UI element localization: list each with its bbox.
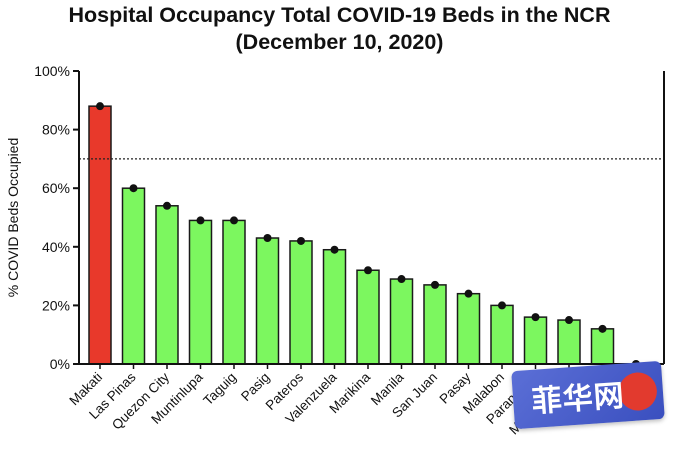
bar-san-juan	[423, 284, 447, 365]
bar-valenzuela	[322, 248, 347, 365]
data-point	[364, 266, 372, 275]
x-tick-label: Taguig	[200, 370, 239, 409]
data-point	[196, 216, 205, 225]
bar-makati	[88, 105, 112, 365]
data-point	[464, 289, 473, 298]
data-point	[565, 316, 573, 325]
data-point	[297, 236, 305, 245]
bar-muntinlupa	[188, 219, 213, 365]
bar-quezon-city	[155, 205, 179, 365]
y-ticks-group: 0% 20% 40% 60% 80% 100%	[34, 63, 79, 372]
data-point	[263, 234, 272, 243]
bar-taguig	[222, 219, 246, 365]
data-point	[498, 301, 506, 310]
bar-pasay	[456, 292, 481, 365]
y-tick-label: 40%	[42, 239, 70, 255]
data-point	[330, 245, 339, 254]
bar-marikina	[356, 269, 380, 365]
bar-pasig	[255, 237, 280, 365]
y-tick-label: 0%	[50, 356, 70, 372]
bar-las-pinas	[121, 187, 146, 365]
y-tick-label: 100%	[34, 63, 70, 79]
bars-group	[88, 105, 615, 365]
data-point	[397, 275, 406, 284]
bar-caloocan	[590, 328, 615, 365]
data-point	[531, 313, 540, 322]
points-group	[96, 102, 640, 368]
y-tick-label: 80%	[42, 122, 70, 138]
bar-paranaque	[523, 316, 548, 365]
bar-manila	[389, 278, 414, 365]
data-point	[129, 184, 138, 193]
data-point	[431, 280, 439, 289]
data-point	[163, 201, 171, 210]
chart-title: Hospital Occupancy Total COVID-19 Beds i…	[68, 3, 611, 54]
y-axis-label: % COVID Beds Occupied	[5, 138, 21, 298]
watermark-badge: 菲华网	[511, 360, 665, 430]
data-point	[96, 102, 104, 111]
y-tick-label: 60%	[42, 180, 70, 196]
y-tick-label: 20%	[42, 297, 70, 313]
data-point	[230, 216, 238, 225]
data-point	[598, 324, 607, 333]
bar-mandaluyong	[557, 319, 581, 365]
bar-pateros	[289, 240, 313, 365]
bar-malabon	[490, 304, 514, 365]
watermark-text: 菲华网	[530, 378, 626, 420]
